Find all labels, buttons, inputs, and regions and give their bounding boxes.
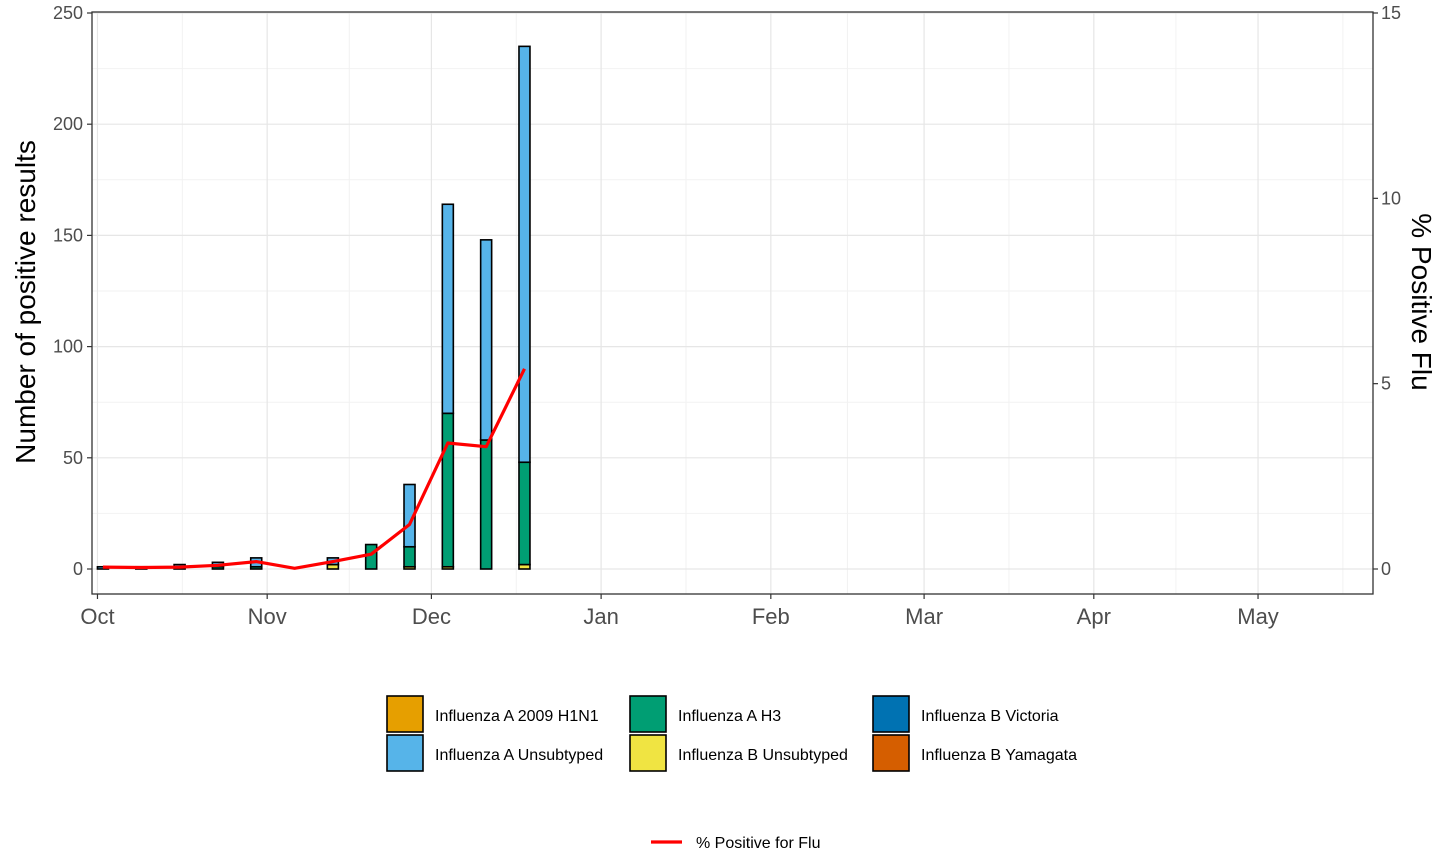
y2-tick-label: 10 xyxy=(1381,188,1401,208)
y2-tick-label: 5 xyxy=(1381,374,1391,394)
percent-positive-line xyxy=(102,368,526,570)
x-axis-ticks: Oct Nov Dec Jan Feb Mar Apr May xyxy=(80,594,1279,629)
y-axis-title: Number of positive results xyxy=(10,140,41,464)
x-tick-label: Jan xyxy=(583,604,618,629)
legend-label: Influenza B Victoria xyxy=(921,708,1059,725)
y-tick-label: 50 xyxy=(63,448,83,468)
line-legend: % Positive for Flu xyxy=(651,835,820,850)
legend-swatch xyxy=(386,734,424,772)
legend-label: Influenza A 2009 H1N1 xyxy=(435,708,599,725)
y2-axis-ticks: 0 5 10 15 xyxy=(1373,3,1401,579)
y2-axis-title: % Positive Flu xyxy=(1406,213,1437,390)
x-tick-label: Apr xyxy=(1077,604,1111,629)
bar-segment xyxy=(518,461,531,566)
x-tick-label: Dec xyxy=(412,604,451,629)
x-tick-label: Feb xyxy=(752,604,790,629)
plot-panel-border xyxy=(91,11,1374,595)
x-tick-label: Oct xyxy=(80,604,114,629)
grid xyxy=(92,12,1373,594)
legend-swatch xyxy=(872,734,910,772)
y2-tick-label: 15 xyxy=(1381,3,1401,23)
y-tick-label: 200 xyxy=(53,114,83,134)
y-tick-label: 150 xyxy=(53,225,83,245)
bar-segment xyxy=(364,543,378,570)
legend: Influenza A 2009 H1N1 Influenza A H3 Influ… xyxy=(386,695,1077,772)
bar-segment xyxy=(441,412,455,568)
legend-label: Influenza A H3 xyxy=(678,708,781,725)
legend-swatch xyxy=(386,695,424,733)
y-tick-label: 250 xyxy=(53,3,83,23)
legend-label: Influenza A Unsubtyped xyxy=(435,747,603,764)
bar-segment xyxy=(403,545,416,568)
bar-segment xyxy=(441,203,455,415)
y-tick-label: 0 xyxy=(73,559,83,579)
bar-segment xyxy=(479,239,493,441)
x-tick-label: May xyxy=(1237,604,1279,629)
line-legend-label: % Positive for Flu xyxy=(696,835,820,850)
line-layer xyxy=(102,368,526,570)
legend-swatch xyxy=(629,695,667,733)
bar-segment xyxy=(518,45,531,464)
y-tick-label: 100 xyxy=(53,337,83,357)
x-tick-label: Mar xyxy=(905,604,943,629)
legend-swatch xyxy=(872,695,910,733)
bar-segment xyxy=(479,439,493,570)
legend-label: Influenza B Unsubtyped xyxy=(678,747,848,764)
y2-tick-label: 0 xyxy=(1381,559,1391,579)
legend-swatch xyxy=(629,734,667,772)
x-tick-label: Nov xyxy=(248,604,287,629)
legend-label: Influenza B Yamagata xyxy=(921,747,1077,764)
y-axis-ticks: 0 50 100 150 200 250 xyxy=(53,3,92,579)
